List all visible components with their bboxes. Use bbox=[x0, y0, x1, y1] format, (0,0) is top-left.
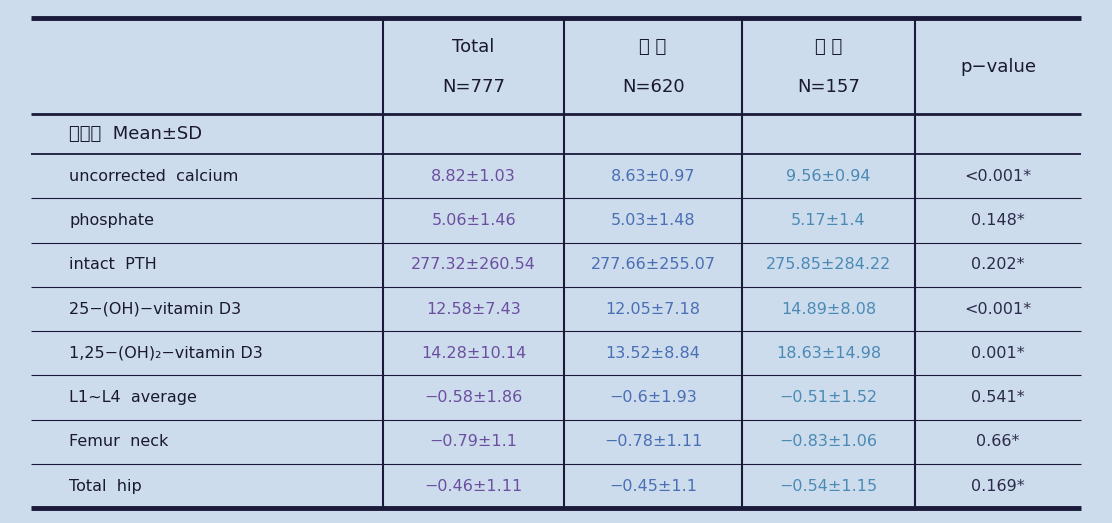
Text: 277.66±255.07: 277.66±255.07 bbox=[590, 257, 716, 272]
Text: 0.148*: 0.148* bbox=[971, 213, 1025, 228]
Text: −0.45±1.1: −0.45±1.1 bbox=[609, 479, 697, 494]
Text: 5.06±1.46: 5.06±1.46 bbox=[431, 213, 516, 228]
Text: 생 체: 생 체 bbox=[639, 38, 667, 56]
Text: <0.001*: <0.001* bbox=[964, 302, 1032, 316]
Text: 0.001*: 0.001* bbox=[971, 346, 1025, 361]
Text: intact  PTH: intact PTH bbox=[69, 257, 157, 272]
Text: 0.169*: 0.169* bbox=[971, 479, 1025, 494]
Text: 277.32±260.54: 277.32±260.54 bbox=[411, 257, 536, 272]
Text: 8.82±1.03: 8.82±1.03 bbox=[431, 169, 516, 184]
Text: −0.51±1.52: −0.51±1.52 bbox=[780, 390, 877, 405]
Text: −0.79±1.1: −0.79±1.1 bbox=[429, 435, 517, 449]
Text: 25−(OH)−vitamin D3: 25−(OH)−vitamin D3 bbox=[69, 302, 241, 316]
Text: 14.28±10.14: 14.28±10.14 bbox=[421, 346, 526, 361]
Text: 12.05±7.18: 12.05±7.18 bbox=[606, 302, 701, 316]
Text: 9.56±0.94: 9.56±0.94 bbox=[786, 169, 871, 184]
Text: 275.85±284.22: 275.85±284.22 bbox=[766, 257, 891, 272]
Text: uncorrected  calcium: uncorrected calcium bbox=[69, 169, 239, 184]
Text: 5.17±1.4: 5.17±1.4 bbox=[791, 213, 866, 228]
Text: 13.52±8.84: 13.52±8.84 bbox=[606, 346, 701, 361]
Text: N=157: N=157 bbox=[797, 78, 860, 96]
Text: 18.63±14.98: 18.63±14.98 bbox=[776, 346, 881, 361]
Text: L1~L4  average: L1~L4 average bbox=[69, 390, 197, 405]
Text: 12.58±7.43: 12.58±7.43 bbox=[426, 302, 520, 316]
Text: −0.54±1.15: −0.54±1.15 bbox=[780, 479, 877, 494]
Text: 0.202*: 0.202* bbox=[971, 257, 1024, 272]
Text: 0.66*: 0.66* bbox=[976, 435, 1020, 449]
Text: −0.58±1.86: −0.58±1.86 bbox=[425, 390, 523, 405]
Text: Femur  neck: Femur neck bbox=[69, 435, 169, 449]
Text: 8.63±0.97: 8.63±0.97 bbox=[610, 169, 695, 184]
Text: −0.46±1.11: −0.46±1.11 bbox=[425, 479, 523, 494]
Text: Total: Total bbox=[453, 38, 495, 56]
Text: N=777: N=777 bbox=[443, 78, 505, 96]
Text: N=620: N=620 bbox=[622, 78, 684, 96]
Text: −0.83±1.06: −0.83±1.06 bbox=[780, 435, 877, 449]
Text: 5.03±1.48: 5.03±1.48 bbox=[610, 213, 695, 228]
Text: 뇌 사: 뇌 사 bbox=[815, 38, 842, 56]
Text: Total  hip: Total hip bbox=[69, 479, 142, 494]
Text: −0.78±1.11: −0.78±1.11 bbox=[604, 435, 703, 449]
Text: −0.6±1.93: −0.6±1.93 bbox=[609, 390, 697, 405]
Text: p−value: p−value bbox=[960, 58, 1036, 76]
Text: <0.001*: <0.001* bbox=[964, 169, 1032, 184]
Text: phosphate: phosphate bbox=[69, 213, 155, 228]
Text: 14.89±8.08: 14.89±8.08 bbox=[781, 302, 876, 316]
Text: 0.541*: 0.541* bbox=[971, 390, 1025, 405]
Text: 1,25−(OH)₂−vitamin D3: 1,25−(OH)₂−vitamin D3 bbox=[69, 346, 264, 361]
Text: 수여자  Mean±SD: 수여자 Mean±SD bbox=[69, 125, 202, 143]
